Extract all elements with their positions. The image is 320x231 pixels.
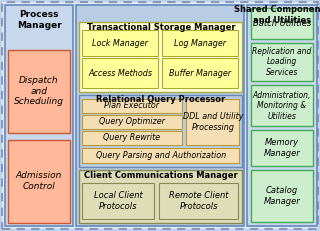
FancyBboxPatch shape (82, 131, 182, 145)
Text: Admission
Control: Admission Control (16, 171, 62, 191)
FancyBboxPatch shape (251, 8, 313, 39)
Text: Replication and
Loading
Services: Replication and Loading Services (252, 47, 312, 77)
FancyBboxPatch shape (162, 30, 238, 56)
FancyBboxPatch shape (82, 99, 182, 113)
FancyBboxPatch shape (82, 30, 158, 56)
Text: Transactional Storage Manager: Transactional Storage Manager (87, 22, 235, 31)
Text: Process
Manager: Process Manager (17, 10, 61, 30)
FancyBboxPatch shape (8, 140, 70, 223)
FancyBboxPatch shape (251, 170, 313, 222)
Text: Batch Utilities: Batch Utilities (253, 19, 311, 28)
FancyBboxPatch shape (186, 99, 239, 145)
Text: Dispatch
and
Scheduling: Dispatch and Scheduling (14, 76, 64, 106)
Text: Lock Manager: Lock Manager (92, 39, 148, 48)
Text: Relational Query Processor: Relational Query Processor (96, 95, 226, 104)
FancyBboxPatch shape (247, 5, 317, 226)
Text: Query Rewrite: Query Rewrite (103, 134, 161, 143)
Text: Access Methods: Access Methods (88, 69, 152, 77)
Text: Catalog
Manager: Catalog Manager (264, 186, 300, 206)
Text: Query Optimizer: Query Optimizer (99, 118, 165, 127)
Text: Log Manager: Log Manager (174, 39, 226, 48)
Text: DDL and Utility
Processing: DDL and Utility Processing (183, 112, 243, 132)
FancyBboxPatch shape (251, 85, 313, 126)
FancyBboxPatch shape (2, 2, 318, 229)
FancyBboxPatch shape (82, 58, 158, 88)
FancyBboxPatch shape (79, 170, 242, 223)
FancyBboxPatch shape (79, 95, 242, 167)
FancyBboxPatch shape (82, 183, 154, 219)
Text: Local Client
Protocols: Local Client Protocols (94, 191, 142, 211)
Text: Memory
Manager: Memory Manager (264, 138, 300, 158)
Text: Administration,
Monitoring &
Utilities: Administration, Monitoring & Utilities (253, 91, 311, 121)
FancyBboxPatch shape (159, 183, 238, 219)
Text: Shared Components
and Utilities: Shared Components and Utilities (234, 5, 320, 25)
Text: Remote Client
Protocols: Remote Client Protocols (169, 191, 229, 211)
FancyBboxPatch shape (82, 148, 239, 163)
Text: Buffer Manager: Buffer Manager (169, 69, 231, 77)
FancyBboxPatch shape (251, 43, 313, 81)
Text: Client Communications Manager: Client Communications Manager (84, 170, 238, 179)
FancyBboxPatch shape (8, 50, 70, 133)
FancyBboxPatch shape (162, 58, 238, 88)
FancyBboxPatch shape (76, 5, 244, 226)
FancyBboxPatch shape (79, 22, 242, 92)
FancyBboxPatch shape (5, 5, 73, 226)
FancyBboxPatch shape (82, 115, 182, 129)
FancyBboxPatch shape (251, 130, 313, 166)
Text: Plan Executor: Plan Executor (105, 101, 159, 110)
Text: Query Parsing and Authorization: Query Parsing and Authorization (96, 151, 226, 159)
